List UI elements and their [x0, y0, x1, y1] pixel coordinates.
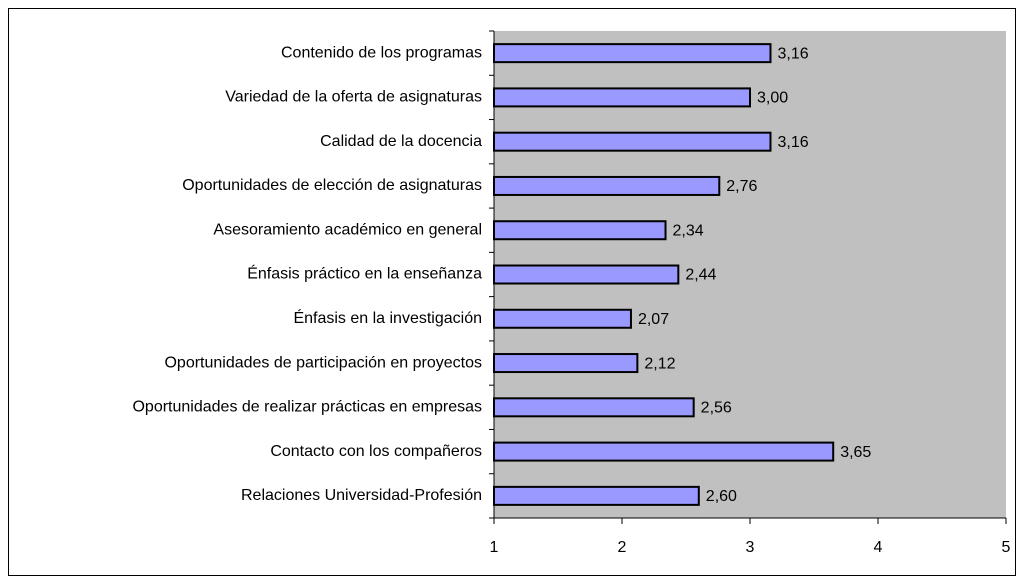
value-label: 3,00: [757, 90, 788, 107]
bar: [493, 353, 639, 374]
y-tick-label: Calidad de la docencia: [320, 133, 482, 150]
value-label: 2,12: [644, 355, 675, 372]
y-tick-label: Oportunidades de realizar prácticas en e…: [132, 399, 482, 416]
y-tick-label: Énfasis práctico en la enseñanza: [247, 264, 482, 283]
y-tick-label: Variedad de la oferta de asignaturas: [225, 89, 482, 106]
bar: [493, 397, 695, 418]
bar: [493, 308, 632, 329]
x-tick-label: 2: [618, 539, 627, 556]
bar: [493, 131, 772, 152]
x-tick-label: 5: [1002, 539, 1011, 556]
value-label: 2,34: [673, 222, 704, 239]
bar: [493, 87, 751, 108]
x-tick-label: 1: [490, 539, 499, 556]
value-label: 2,76: [726, 178, 757, 195]
y-tick-label: Contenido de los programas: [281, 44, 482, 61]
y-tick-label: Relaciones Universidad-Profesión: [241, 487, 482, 504]
value-label: 2,56: [701, 400, 732, 417]
bar: [493, 175, 721, 196]
bar: [493, 441, 835, 462]
bar: [493, 264, 680, 285]
y-tick-label: Oportunidades de participación en proyec…: [164, 354, 482, 371]
value-label: 3,65: [840, 444, 871, 461]
value-label: 2,07: [638, 311, 669, 328]
y-tick-label: Contacto con los compañeros: [270, 443, 482, 460]
value-label: 2,60: [706, 488, 737, 505]
bar: [493, 220, 667, 241]
bar: [493, 43, 772, 64]
y-tick-label: Asesoramiento académico en general: [213, 221, 482, 238]
value-label: 3,16: [777, 45, 808, 62]
x-tick-label: 3: [746, 539, 755, 556]
value-label: 3,16: [777, 134, 808, 151]
y-tick-label: Énfasis en la investigación: [293, 308, 482, 327]
x-tick-label: 4: [874, 539, 883, 556]
y-tick-label: Oportunidades de elección de asignaturas: [182, 177, 482, 194]
value-label: 2,44: [685, 267, 716, 284]
bar: [493, 485, 700, 506]
